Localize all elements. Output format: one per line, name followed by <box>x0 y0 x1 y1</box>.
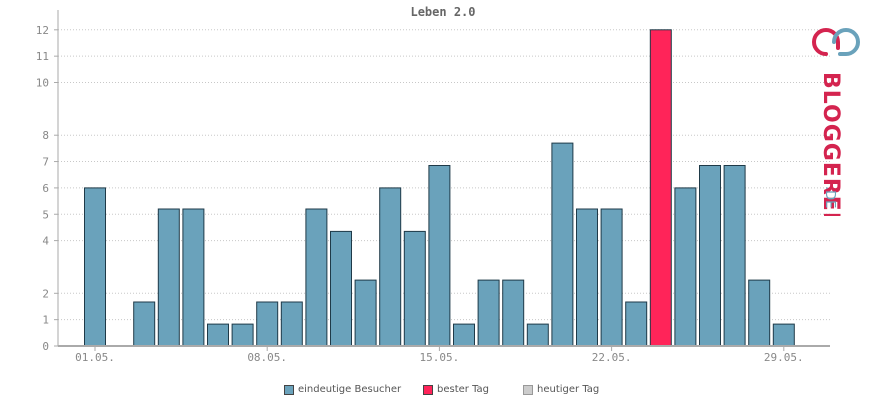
y-tick-label: 11 <box>36 50 49 63</box>
y-tick-label: 0 <box>42 340 49 353</box>
legend: eindeutige Besucher bester Tag heutiger … <box>0 384 870 400</box>
logo-tld: .DE <box>822 186 837 208</box>
bloggerei-logo-icon <box>812 28 860 56</box>
x-tick-label: 29.05. <box>764 351 804 364</box>
bar <box>502 279 525 347</box>
bar <box>477 279 500 347</box>
legend-label-today: heutiger Tag <box>537 384 600 395</box>
x-tick-label: 22.05. <box>592 351 632 364</box>
bar <box>748 279 771 347</box>
bloggerei-logo[interactable]: BLOGGEREI .DE <box>808 16 864 216</box>
bar <box>403 230 426 347</box>
bar <box>256 301 279 347</box>
bar <box>576 208 598 347</box>
legend-item-today: heutiger Tag <box>523 384 599 395</box>
legend-swatch-best-day <box>423 384 433 395</box>
x-tick-label: 08.05. <box>247 351 287 364</box>
bar <box>231 323 254 347</box>
legend-swatch-today <box>523 384 533 395</box>
bar <box>182 208 205 347</box>
y-tick-label: 10 <box>36 77 49 90</box>
legend-item-visitors: eindeutige Besucher <box>284 384 401 395</box>
bar <box>207 323 229 347</box>
bar <box>600 208 623 347</box>
bar <box>526 323 549 347</box>
bar <box>280 301 303 347</box>
bar <box>674 187 697 347</box>
logo-text: BLOGGEREI <box>818 72 843 216</box>
chart-title: Leben 2.0 <box>410 5 475 19</box>
y-tick-label: 12 <box>36 24 49 37</box>
legend-label-best-day: bester Tag <box>437 384 490 395</box>
bar <box>354 279 377 347</box>
bar <box>157 208 180 347</box>
y-tick-label: 5 <box>42 208 49 221</box>
bar <box>453 323 475 347</box>
bar <box>723 165 746 347</box>
bar <box>379 187 402 347</box>
y-tick-label: 7 <box>42 156 49 169</box>
y-tick-label: 1 <box>42 314 49 327</box>
bar-best-day <box>649 29 672 347</box>
legend-item-best-day: bester Tag <box>423 384 489 395</box>
bar <box>330 230 352 347</box>
x-tick-label: 15.05. <box>420 351 460 364</box>
legend-swatch-visitors <box>284 384 294 395</box>
y-tick-label: 2 <box>42 287 49 300</box>
y-tick-label: 6 <box>42 182 49 195</box>
bar <box>133 301 156 347</box>
x-tick-label: 01.05. <box>75 351 115 364</box>
axes <box>57 10 830 347</box>
bar <box>551 142 574 347</box>
legend-label-visitors: eindeutige Besucher <box>298 384 402 395</box>
bar <box>772 323 795 347</box>
bar <box>84 187 106 347</box>
bar <box>305 208 328 347</box>
x-axis-ticks: 01.05. 08.05. 15.05. 22.05. 29.05. <box>75 346 804 364</box>
y-tick-label: 4 <box>42 235 49 248</box>
y-tick-label: 8 <box>42 129 49 142</box>
bar <box>699 165 721 347</box>
bar <box>428 165 451 347</box>
bar <box>625 301 648 347</box>
